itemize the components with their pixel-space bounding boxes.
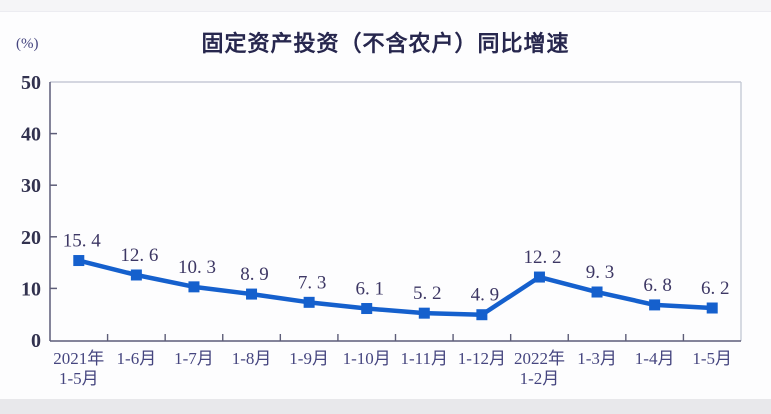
y-tick-label: 50	[21, 72, 41, 94]
data-point-value-label: 12. 6	[120, 245, 158, 266]
data-point-value-label: 6. 2	[701, 278, 730, 299]
data-point-value-label: 6. 8	[643, 275, 672, 296]
chart-title: 固定资产投资（不含农户）同比增速	[201, 31, 570, 56]
bottom-border-strip	[0, 399, 771, 414]
data-point-marker	[476, 309, 488, 321]
data-point-value-label: 10. 3	[178, 257, 216, 278]
y-tick-label: 20	[21, 227, 41, 249]
y-tick-label: 30	[21, 175, 41, 197]
data-point-marker	[591, 286, 603, 298]
top-border-strip	[0, 0, 771, 12]
data-point-marker	[246, 288, 258, 300]
data-point-marker	[706, 302, 718, 314]
x-category-label: 2021年	[53, 349, 104, 368]
data-point-value-label: 6. 1	[355, 279, 384, 300]
data-point-value-label: 8. 9	[240, 264, 269, 285]
data-point-marker	[130, 269, 142, 281]
x-category-label: 1-8月	[232, 349, 272, 368]
data-point-marker	[533, 271, 545, 283]
data-point-marker	[361, 303, 373, 315]
data-point-marker	[188, 281, 200, 293]
data-line-series	[76, 258, 715, 317]
x-category-label: 1-6月	[117, 349, 157, 368]
data-point-value-label: 12. 2	[523, 247, 561, 268]
y-tick-label: 10	[21, 278, 41, 300]
data-point-marker	[303, 296, 315, 308]
x-category-label: 1-3月	[577, 349, 617, 368]
data-point-value-label: 9. 3	[586, 262, 615, 283]
data-point-value-label: 7. 3	[298, 272, 327, 293]
x-category-label: 1-4月	[635, 349, 675, 368]
x-category-label: 1-7月	[174, 349, 214, 368]
data-point-value-label: 15. 4	[63, 231, 102, 252]
x-category-label: 1-10月	[343, 349, 391, 368]
x-category-label: 1-9月	[289, 349, 329, 368]
x-category-label: 1-5月	[59, 369, 99, 388]
data-point-marker	[73, 255, 85, 267]
x-category-label: 1-5月	[692, 349, 732, 368]
data-point-value-label: 5. 2	[413, 283, 442, 304]
x-category-label: 2022年	[514, 349, 565, 368]
y-axis-unit-label: (%)	[16, 36, 39, 52]
x-category-label: 1-12月	[458, 349, 506, 368]
x-category-label: 1-11月	[401, 349, 449, 368]
y-tick-label: 40	[21, 124, 41, 146]
x-category-label: 1-2月	[520, 369, 560, 388]
y-tick-label: 0	[31, 330, 41, 352]
data-point-marker	[418, 307, 430, 319]
data-point-marker	[649, 299, 661, 311]
data-point-value-label: 4. 9	[471, 285, 500, 306]
